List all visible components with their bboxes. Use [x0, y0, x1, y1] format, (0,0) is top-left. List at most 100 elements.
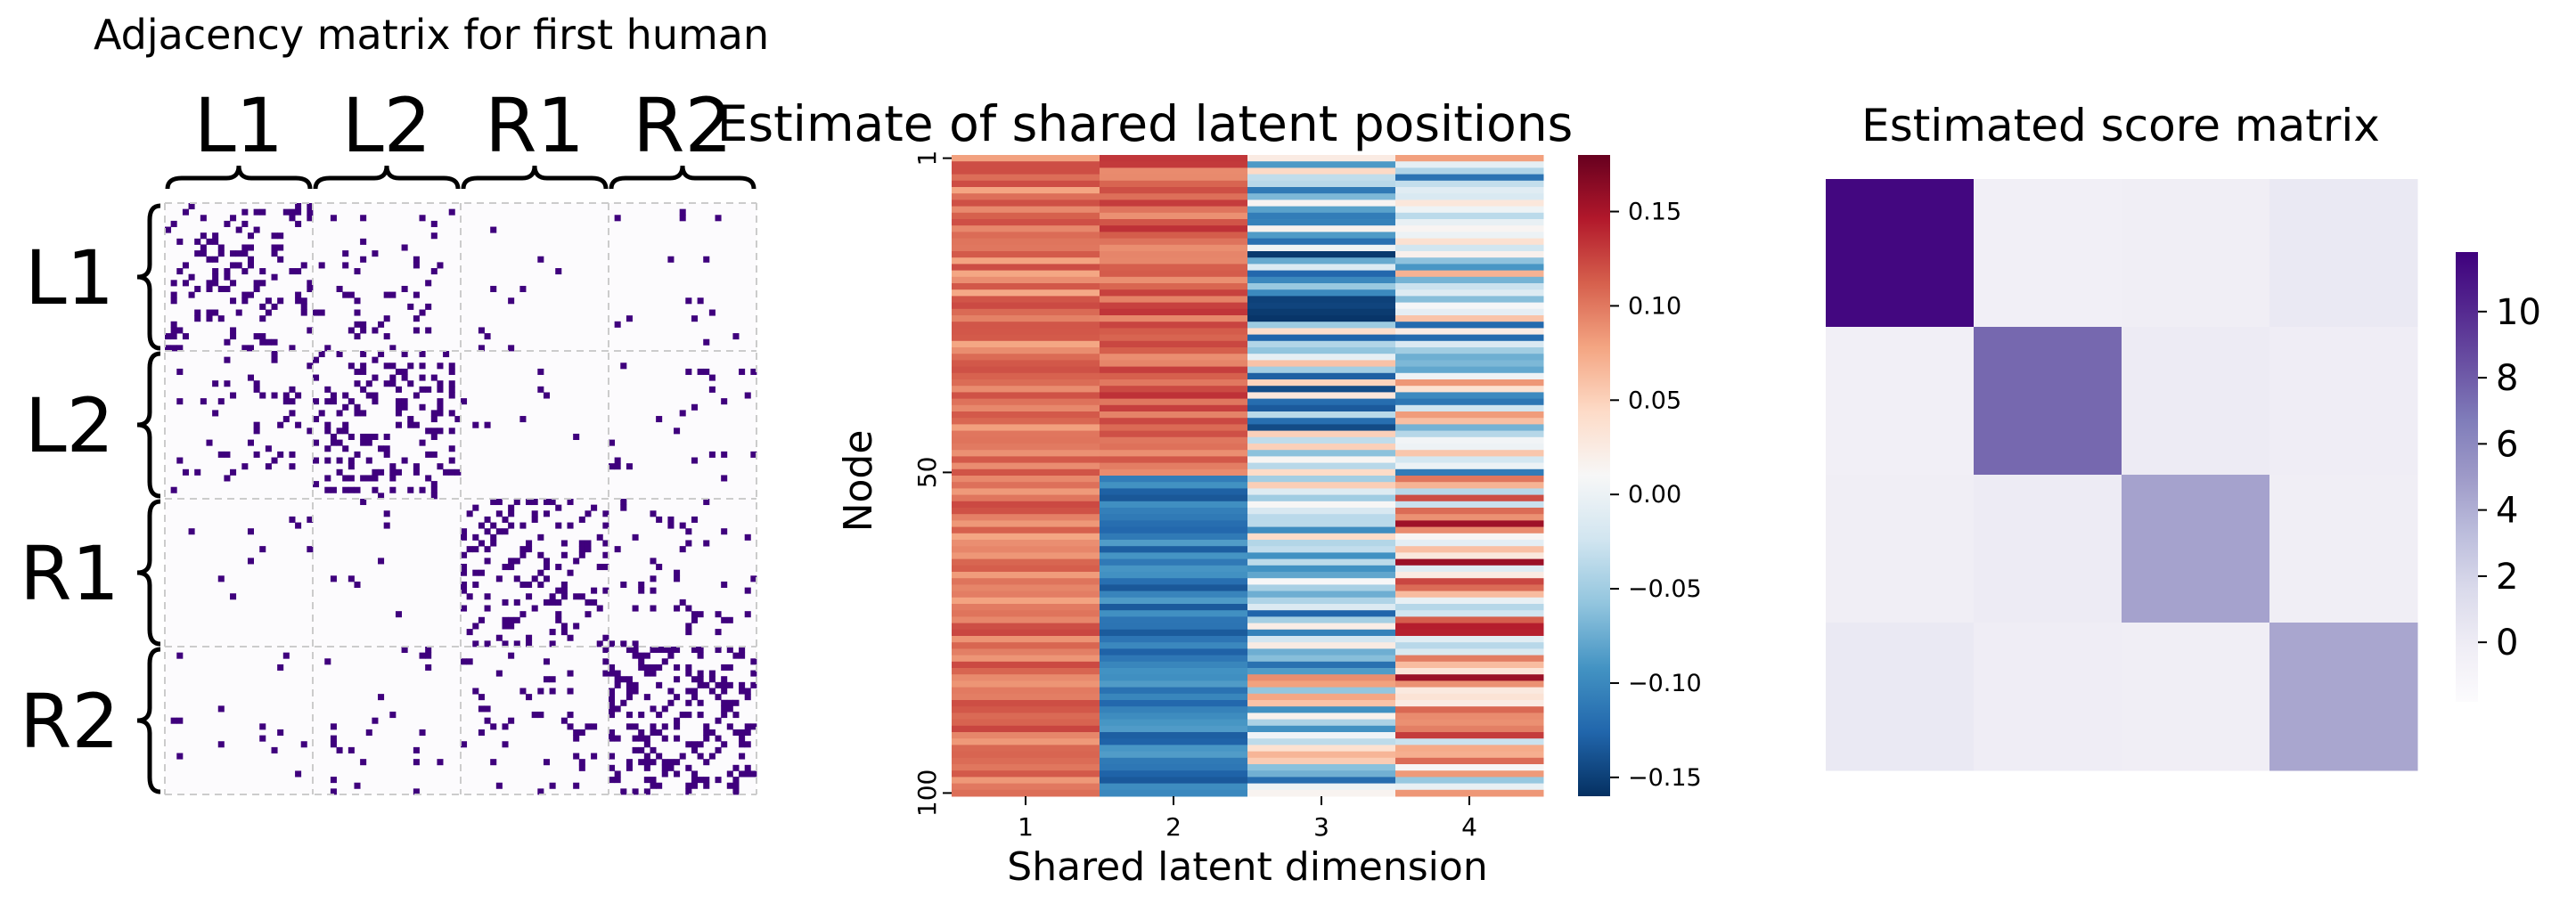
adjacency-edge [295, 203, 302, 210]
adjacency-edge [667, 759, 675, 766]
latent-cell [952, 482, 1100, 489]
adjacency-edge [430, 428, 438, 435]
adjacency-edge [721, 664, 728, 671]
adjacency-edge [200, 215, 207, 222]
adjacency-edge [549, 676, 556, 683]
adjacency-edge [401, 403, 408, 411]
adjacency-edge [643, 652, 650, 659]
adjacency-edge [537, 256, 544, 263]
adjacency-edge [383, 291, 390, 298]
adjacency-edge [549, 599, 556, 606]
adjacency-edge [170, 220, 177, 227]
latent-cell [1100, 334, 1248, 342]
adjacency-edge [638, 664, 645, 671]
adjacency-edge [448, 368, 455, 375]
adjacency-edge [537, 788, 544, 795]
adjacency-edge [526, 593, 533, 600]
latent-cell [1100, 296, 1248, 304]
adjacency-edge [531, 499, 538, 506]
adjacency-edge [217, 741, 225, 748]
adjacency-edge [543, 558, 550, 565]
adjacency-edge [437, 386, 444, 393]
score-cell [1826, 327, 1975, 476]
adjacency-edge [620, 699, 627, 706]
latent-cell [952, 398, 1100, 406]
top-brace [313, 165, 461, 190]
adjacency-edge [389, 463, 397, 470]
latent-cell [1395, 565, 1544, 573]
adjacency-edge [247, 374, 254, 381]
adjacency-edge [490, 285, 497, 292]
latent-cell [1395, 655, 1544, 663]
latent-cell [1100, 167, 1248, 175]
adjacency-edge [295, 220, 302, 227]
adjacency-edge [212, 280, 219, 287]
latent-cell [1395, 315, 1544, 322]
latent-cell [1247, 206, 1396, 214]
adjacency-edge [732, 782, 740, 789]
adjacency-edge [560, 593, 568, 600]
latent-cell [952, 161, 1100, 168]
latent-cell [952, 244, 1100, 252]
adjacency-edge [643, 759, 650, 766]
adjacency-edge [365, 457, 372, 464]
adjacency-edge [230, 327, 237, 334]
left-block-label: R1 [20, 530, 119, 617]
latent-cell [1247, 347, 1396, 354]
adjacency-edge [330, 215, 337, 222]
adjacency-edge [691, 694, 698, 701]
adjacency-edge [626, 759, 633, 766]
adjacency-edge [614, 215, 621, 222]
adjacency-edge [703, 681, 710, 688]
adjacency-edge [739, 652, 746, 659]
latent-cell [1395, 424, 1544, 432]
latent-cell [1247, 315, 1396, 322]
latent-cell [1100, 436, 1248, 444]
adjacency-edge [182, 468, 189, 476]
adjacency-edge [425, 303, 432, 310]
latent-cell [1395, 366, 1544, 374]
score-cell [1826, 475, 1975, 623]
adjacency-edge [176, 268, 184, 275]
latent-cell [1247, 674, 1396, 681]
adjacency-edge [508, 558, 515, 565]
latent-cell [952, 783, 1100, 791]
adjacency-edge [413, 291, 420, 298]
adjacency-edge [537, 712, 544, 719]
latent-cell [952, 200, 1100, 208]
adjacency-edge [508, 623, 515, 630]
latent-cell [1100, 546, 1248, 553]
adjacency-edge [360, 215, 367, 222]
latent-cell [952, 713, 1100, 721]
latent-cell [1395, 372, 1544, 380]
latent-cell [952, 623, 1100, 631]
adjacency-edge [282, 398, 290, 405]
adjacency-edge [531, 712, 538, 719]
adjacency-edge [372, 475, 379, 482]
adjacency-edge [342, 403, 349, 411]
latent-cell [1100, 757, 1248, 765]
top-brace [165, 165, 313, 190]
left-brace [136, 351, 161, 499]
adjacency-edge [685, 528, 692, 535]
adjacency-edge [638, 729, 645, 736]
latent-cell [952, 655, 1100, 663]
adjacency-edge [656, 564, 663, 571]
latent-cell [952, 674, 1100, 681]
latent-cell [1247, 745, 1396, 753]
adjacency-edge [413, 468, 420, 476]
adjacency-edge [667, 516, 675, 523]
latent-cell [1247, 424, 1396, 432]
latent-cell [1100, 687, 1248, 695]
adjacency-edge [200, 244, 207, 251]
adjacency-edge [413, 327, 420, 334]
adjacency-edge [602, 564, 609, 571]
adjacency-edge [466, 510, 473, 517]
adjacency-edge [466, 593, 473, 600]
adjacency-edge [472, 623, 479, 630]
adjacency-edge [661, 764, 668, 771]
adjacency-edge [230, 250, 237, 257]
adjacency-edge [596, 564, 603, 571]
adjacency-edge [217, 575, 225, 582]
adjacency-edge [691, 616, 698, 623]
